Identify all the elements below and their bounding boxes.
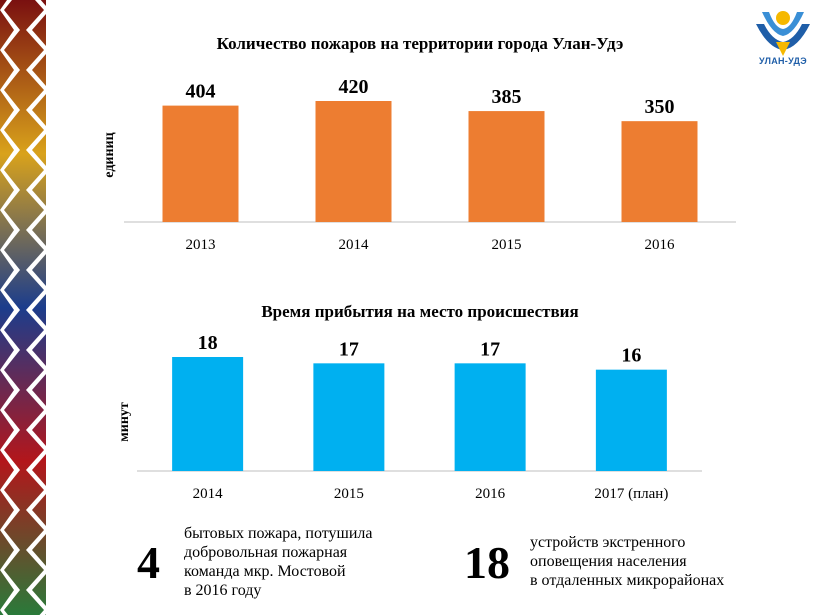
bar — [468, 111, 545, 222]
bar — [315, 101, 392, 222]
fact-1-line: бытовых пожара, потушила — [184, 525, 373, 542]
ornament-zigzag — [0, 110, 20, 150]
fact-2-line: в отдаленных микрорайонах — [530, 572, 725, 589]
bar — [172, 357, 244, 471]
bar — [454, 363, 526, 471]
ornament-zigzag — [26, 110, 46, 150]
ornament-zigzag — [26, 270, 46, 310]
ornament-zigzag — [0, 150, 20, 190]
ornament-zigzag — [26, 70, 46, 110]
ornament-zigzag — [0, 270, 20, 310]
ornament-zigzag — [26, 550, 46, 590]
bar — [621, 121, 698, 222]
ornament-zigzag — [0, 0, 20, 30]
fact-2-text: устройств экстренного оповещения населен… — [530, 533, 724, 590]
chart-1-title: Количество пожаров на территории города … — [216, 34, 624, 53]
ornament-zigzag — [0, 590, 20, 615]
x-tick-label: 2016 — [475, 486, 506, 502]
x-tick-label: 2015 — [492, 237, 522, 253]
ornament-zigzag — [26, 510, 46, 550]
fact-1-text: бытовых пожара, потушила добровольная по… — [184, 524, 373, 600]
logo-text: УЛАН-УДЭ — [759, 56, 807, 66]
ornament-zigzag — [26, 590, 46, 615]
ornament-zigzag — [0, 230, 20, 270]
data-label: 17 — [339, 338, 359, 360]
chart-2-title: Время прибытия на место происшествия — [261, 302, 579, 321]
ornament-zigzag — [26, 230, 46, 270]
ornament-zigzag — [26, 30, 46, 70]
ornament-zigzag — [26, 310, 46, 350]
data-label: 17 — [480, 338, 500, 360]
fact-1-line: добровольная пожарная — [184, 544, 348, 561]
ornament-zigzag — [26, 150, 46, 190]
ornament-zigzag — [26, 0, 46, 30]
ornament-zigzag — [26, 470, 46, 510]
x-tick-label: 2014 — [193, 486, 224, 502]
data-label: 385 — [492, 86, 522, 108]
fact-2-number: 18 — [464, 537, 510, 588]
data-label: 404 — [186, 81, 216, 103]
ornament-zigzag — [0, 470, 20, 510]
fact-1-number: 4 — [137, 537, 160, 588]
x-tick-label: 2014 — [339, 237, 370, 253]
y-axis-label: минут — [117, 402, 132, 442]
x-tick-label: 2015 — [334, 486, 364, 502]
ornament-zigzag — [0, 510, 20, 550]
x-tick-label: 2016 — [645, 237, 676, 253]
ornament-zigzag — [0, 350, 20, 390]
decorative-ornament-strip — [0, 0, 46, 615]
ornament-zigzag — [0, 190, 20, 230]
ornament-zigzag — [0, 390, 20, 430]
fact-2-line: оповещения населения — [530, 553, 687, 570]
ornament-zigzag — [0, 310, 20, 350]
fact-1-line: команда мкр. Мостовой — [184, 563, 346, 580]
city-logo-icon — [756, 11, 810, 56]
ornament-zigzag — [26, 350, 46, 390]
ornament-zigzag — [0, 550, 20, 590]
data-label: 420 — [339, 76, 369, 98]
bar — [313, 363, 385, 471]
data-label: 350 — [645, 96, 675, 118]
bar — [162, 105, 239, 222]
ornament-zigzag — [0, 30, 20, 70]
fact-2-line: устройств экстренного — [530, 534, 686, 551]
data-label: 18 — [198, 332, 218, 354]
ornament-zigzag — [26, 390, 46, 430]
data-label: 16 — [621, 345, 641, 367]
ornament-zigzag — [0, 70, 20, 110]
ornament-zigzag — [26, 430, 46, 470]
x-tick-label: 2013 — [186, 237, 216, 253]
x-tick-label: 2017 (план) — [594, 486, 668, 502]
ornament-zigzag — [0, 430, 20, 470]
fact-1-line: в 2016 году — [184, 582, 262, 599]
ornament-zigzag — [26, 190, 46, 230]
bar — [595, 369, 667, 471]
y-axis-label: единиц — [102, 132, 117, 177]
